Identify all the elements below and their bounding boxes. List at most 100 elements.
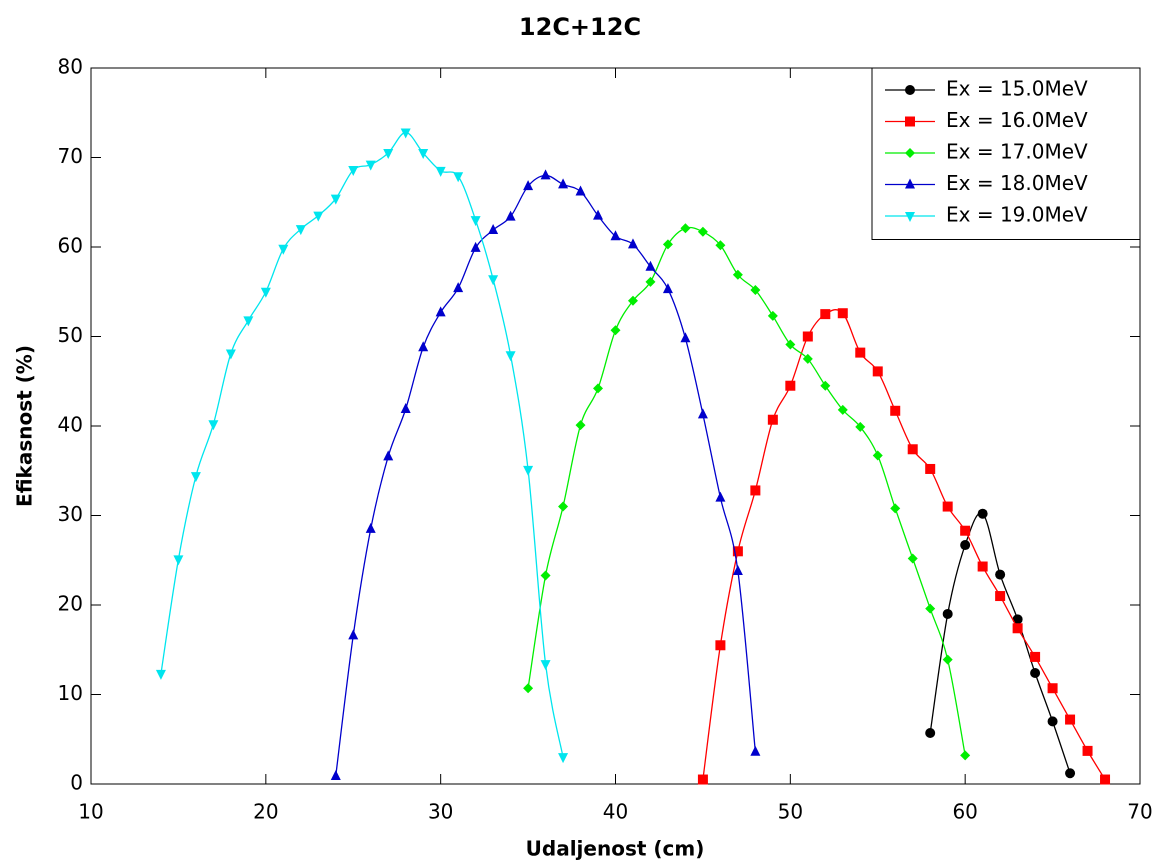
marker (925, 727, 936, 738)
x-tick-label: 10 (78, 800, 103, 824)
series-line (160, 131, 564, 758)
marker (925, 463, 936, 474)
marker (505, 210, 516, 221)
marker (872, 450, 883, 461)
marker (680, 332, 691, 343)
x-tick-label: 20 (253, 800, 278, 824)
marker (225, 349, 236, 360)
marker (558, 753, 569, 764)
marker (488, 223, 499, 234)
marker (905, 116, 915, 127)
marker (260, 287, 271, 298)
x-tick-label: 60 (952, 800, 977, 824)
legend-label: Ex = 17.0MeV (946, 140, 1088, 164)
marker (785, 380, 796, 391)
marker (715, 240, 726, 251)
marker (750, 485, 761, 496)
marker (697, 226, 708, 237)
marker (435, 306, 446, 317)
marker (365, 522, 376, 533)
marker (942, 501, 953, 512)
marker (1065, 714, 1076, 725)
marker (348, 166, 359, 177)
legend-label: Ex = 18.0MeV (946, 171, 1088, 195)
marker (540, 660, 551, 671)
chart-title: 12C+12C (519, 13, 641, 41)
y-tick-label: 40 (58, 413, 83, 437)
marker (802, 353, 813, 364)
marker (610, 325, 621, 336)
y-tick-label: 60 (58, 234, 83, 258)
marker (278, 244, 289, 255)
x-axis-label: Udaljenost (cm) (526, 837, 705, 861)
marker (418, 341, 429, 352)
marker (872, 366, 883, 377)
marker (697, 774, 708, 785)
marker (575, 420, 586, 431)
y-tick-label: 10 (58, 681, 83, 705)
legend-label: Ex = 15.0MeV (946, 77, 1088, 101)
series-line (929, 512, 1071, 774)
marker (905, 212, 915, 222)
marker (470, 216, 481, 227)
marker (767, 414, 778, 425)
marker (697, 408, 708, 419)
marker (905, 178, 915, 189)
marker (208, 420, 219, 431)
marker (820, 309, 831, 320)
marker (890, 503, 901, 514)
marker (400, 128, 411, 139)
y-tick-label: 0 (70, 771, 83, 795)
y-axis-label: Efikasnost (%) (13, 345, 37, 507)
marker (627, 238, 638, 249)
marker (1030, 651, 1041, 662)
x-tick-label: 50 (778, 800, 803, 824)
y-tick-label: 20 (58, 592, 83, 616)
marker (890, 405, 901, 416)
marker (837, 308, 848, 319)
marker (680, 223, 691, 234)
marker (383, 450, 394, 461)
marker (1082, 745, 1093, 756)
marker (715, 491, 726, 502)
marker (960, 750, 971, 761)
marker (662, 239, 673, 250)
marker (645, 276, 656, 287)
marker (715, 640, 726, 651)
marker (907, 444, 918, 455)
marker (470, 241, 481, 252)
marker (627, 295, 638, 306)
y-tick-label: 70 (58, 144, 83, 168)
marker (802, 331, 813, 342)
marker (942, 654, 953, 665)
marker (243, 316, 254, 327)
marker (732, 564, 743, 575)
marker (905, 85, 915, 95)
marker (750, 284, 761, 295)
marker (1047, 716, 1058, 727)
marker (750, 745, 761, 756)
marker (558, 178, 569, 189)
series-line (702, 309, 1106, 780)
marker (960, 540, 971, 551)
marker (418, 149, 429, 160)
marker (785, 339, 796, 350)
marker (855, 347, 866, 358)
x-tick-label: 40 (603, 800, 628, 824)
series-line (527, 226, 966, 756)
marker (925, 603, 936, 614)
marker (190, 472, 201, 483)
marker (977, 561, 988, 572)
marker (575, 185, 586, 196)
marker (593, 383, 604, 394)
x-tick-label: 70 (1127, 800, 1152, 824)
marker (383, 149, 394, 160)
legend-label: Ex = 16.0MeV (946, 108, 1088, 132)
marker (435, 166, 446, 177)
marker (1030, 668, 1041, 679)
marker (645, 260, 656, 271)
marker (767, 310, 778, 321)
y-tick-label: 50 (58, 323, 83, 347)
y-tick-label: 30 (58, 502, 83, 526)
marker (453, 172, 464, 183)
